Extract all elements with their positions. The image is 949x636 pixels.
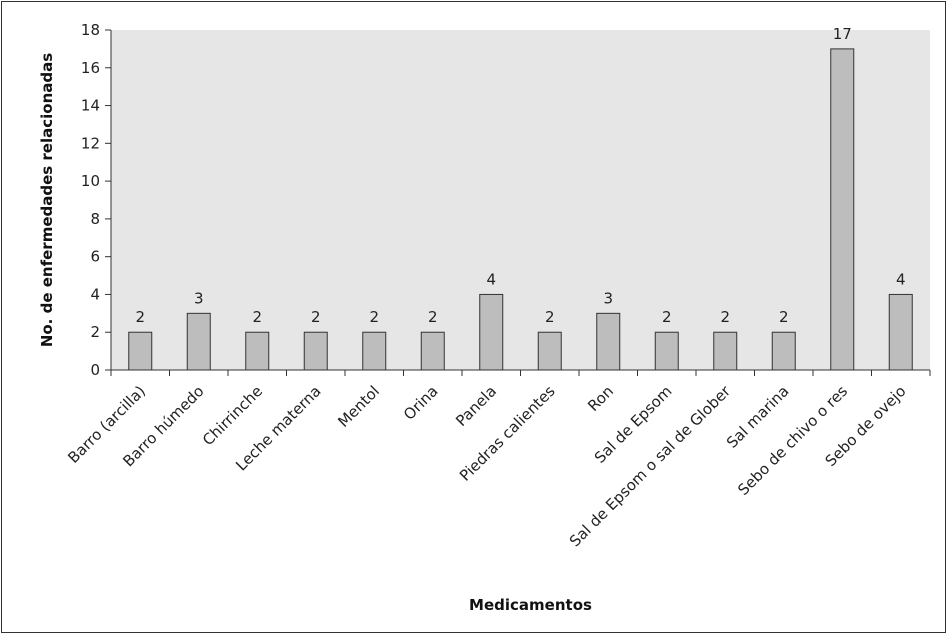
bar-value-label: 17 — [833, 25, 852, 43]
y-tick-label: 18 — [81, 21, 100, 39]
bar — [888, 293, 913, 371]
bar-value-label: 2 — [311, 308, 321, 326]
bar — [654, 331, 679, 371]
y-tick-label: 10 — [81, 172, 100, 190]
bar — [420, 331, 445, 371]
bar-value-label: 2 — [720, 308, 730, 326]
y-tick-label: 2 — [90, 323, 100, 341]
bar — [830, 48, 855, 371]
category-label: Sebo de chivo o res — [734, 382, 851, 499]
bar — [186, 312, 211, 371]
y-tick-label: 0 — [90, 361, 100, 379]
bar — [479, 293, 504, 371]
bar-value-label: 2 — [779, 308, 789, 326]
plot-area — [111, 30, 930, 370]
bar-value-label: 2 — [428, 308, 438, 326]
bar-value-label: 2 — [662, 308, 672, 326]
bar-value-label: 4 — [896, 270, 906, 288]
bar-value-label: 3 — [194, 289, 204, 307]
category-label: Mentol — [334, 382, 383, 431]
bar-value-label: 3 — [603, 289, 613, 307]
bar — [713, 331, 738, 371]
x-axis-title: Medicamentos — [469, 596, 592, 614]
y-axis-title: No. de enfermedades relacionadas — [38, 53, 56, 347]
x-axis — [110, 369, 931, 376]
bar-value-label: 2 — [252, 308, 262, 326]
y-tick-label: 12 — [81, 134, 100, 152]
bar-value-label: 4 — [486, 270, 496, 288]
bar — [537, 331, 562, 371]
category-label: Orina — [400, 382, 442, 424]
y-tick-label: 6 — [90, 248, 100, 266]
bar-value-label: 2 — [135, 308, 145, 326]
y-axis: 0 2 4 6 8 10 12 14 16 18 — [81, 21, 112, 379]
category-label: Panela — [452, 382, 500, 430]
bar — [362, 331, 387, 371]
category-label: Ron — [584, 382, 617, 415]
bar — [771, 331, 796, 371]
bar — [245, 331, 270, 371]
y-tick-label: 14 — [81, 97, 100, 115]
bar — [128, 331, 153, 371]
bar-value-label: 2 — [545, 308, 555, 326]
bar — [303, 331, 328, 371]
category-labels: Barro (arcilla)Barro húmedoChirrincheLec… — [64, 382, 909, 551]
y-tick-label: 4 — [90, 285, 100, 303]
bar-value-label: 2 — [369, 308, 379, 326]
bar — [596, 312, 621, 371]
y-tick-label: 8 — [90, 210, 100, 228]
y-tick-label: 16 — [81, 59, 100, 77]
bars-group: 2 3 2 2 2 2 4 2 3 2 2 2 17 4 — [128, 25, 913, 371]
